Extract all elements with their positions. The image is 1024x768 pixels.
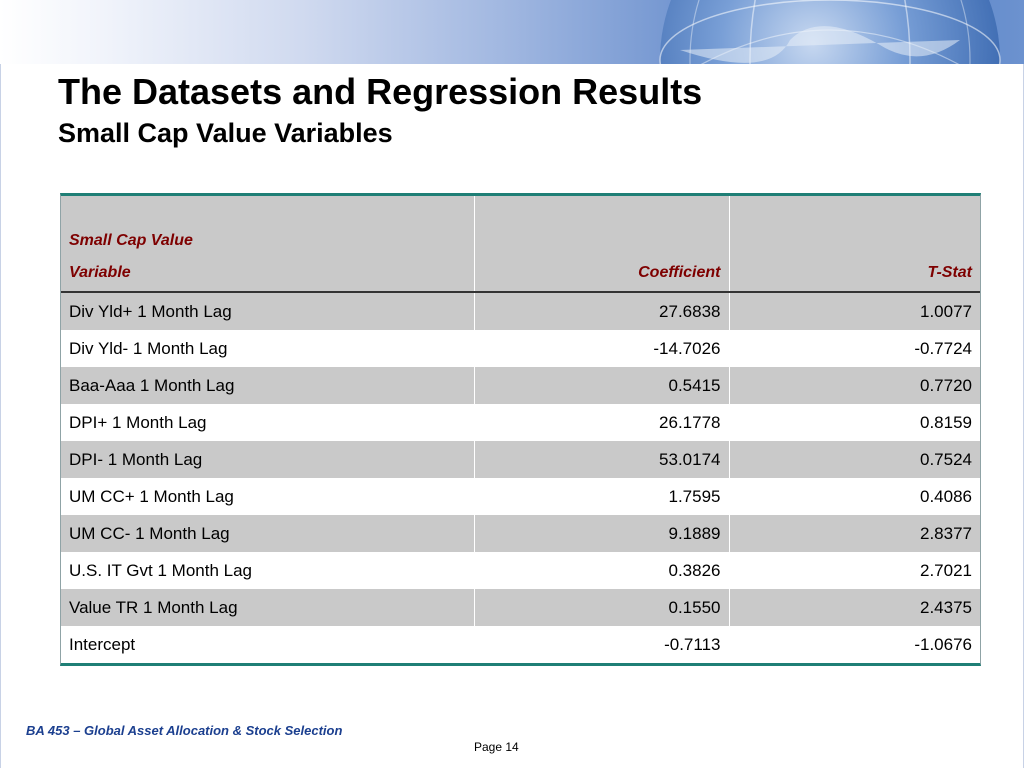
table-row: UM CC- 1 Month Lag 9.1889 2.8377 [61,515,980,552]
cell-t-stat: 0.7524 [728,441,980,478]
header-cell-t-stat: T-Stat [728,254,980,293]
header-cell-empty [728,196,980,254]
slide-subtitle: Small Cap Value Variables [58,118,393,148]
cell-coefficient: 0.3826 [473,552,729,589]
cell-t-stat: 2.8377 [728,515,980,552]
table-row: Intercept -0.7113 -1.0676 [61,626,980,663]
cell-coefficient: -0.7113 [473,626,729,663]
cell-coefficient: 1.7595 [473,478,729,515]
cell-t-stat: 2.7021 [728,552,980,589]
slide-title: The Datasets and Regression Results [58,71,703,112]
cell-variable: Div Yld+ 1 Month Lag [61,292,474,330]
table-row: DPI- 1 Month Lag 53.0174 0.7524 [61,441,980,478]
table-row: Value TR 1 Month Lag 0.1550 2.4375 [61,589,980,626]
table-row: Div Yld- 1 Month Lag -14.7026 -0.7724 [61,330,980,367]
header-cell-small-cap-value: Small Cap Value [61,196,474,254]
header-cell-coefficient: Coefficient [473,254,729,293]
cell-coefficient: 26.1778 [473,404,729,441]
cell-coefficient: 27.6838 [473,292,729,330]
regression-table: Small Cap Value Variable Coefficient T-S… [60,193,981,666]
cell-t-stat: 0.8159 [728,404,980,441]
slide-left-rule [0,64,1,768]
cell-variable: Div Yld- 1 Month Lag [69,338,228,358]
cell-t-stat: 2.4375 [728,589,980,626]
table-row: Div Yld+ 1 Month Lag 27.6838 1.0077 [61,292,980,330]
cell-t-stat: 0.7720 [728,367,980,404]
cell-variable: U.S. IT Gvt 1 Month Lag [69,560,252,580]
cell-t-stat: -1.0676 [728,626,980,663]
cell-variable: Intercept [69,634,136,654]
globe-icon [659,0,1001,64]
cell-t-stat: 1.0077 [728,292,980,330]
cell-variable: DPI- 1 Month Lag [61,441,474,478]
table-header-row: Variable Coefficient T-Stat [61,254,980,293]
cell-coefficient: -14.7026 [473,330,729,367]
footer-course-title: BA 453 – Global Asset Allocation & Stock… [26,723,343,738]
cell-variable: UM CC+ 1 Month Lag [69,486,234,506]
cell-variable: Baa-Aaa 1 Month Lag [61,367,474,404]
header-cell-empty [473,196,729,254]
cell-coefficient: 0.1550 [473,589,729,626]
table-row: U.S. IT Gvt 1 Month Lag 0.3826 2.7021 [61,552,980,589]
cell-variable: Value TR 1 Month Lag [61,589,474,626]
table-row: DPI+ 1 Month Lag 26.1778 0.8159 [61,404,980,441]
table-row: UM CC+ 1 Month Lag 1.7595 0.4086 [61,478,980,515]
table-row: Baa-Aaa 1 Month Lag 0.5415 0.7720 [61,367,980,404]
cell-t-stat: -0.7724 [728,330,980,367]
header-cell-variable: Variable [61,254,474,293]
cell-variable: DPI+ 1 Month Lag [69,412,207,432]
cell-coefficient: 9.1889 [473,515,729,552]
cell-variable: UM CC- 1 Month Lag [61,515,474,552]
regression-table-grid: Small Cap Value Variable Coefficient T-S… [61,196,980,663]
footer-page-number: Page 14 [474,740,519,754]
cell-t-stat: 0.4086 [728,478,980,515]
cell-coefficient: 0.5415 [473,367,729,404]
cell-coefficient: 53.0174 [473,441,729,478]
top-banner [0,0,1024,64]
table-header-row-top: Small Cap Value [61,196,980,254]
